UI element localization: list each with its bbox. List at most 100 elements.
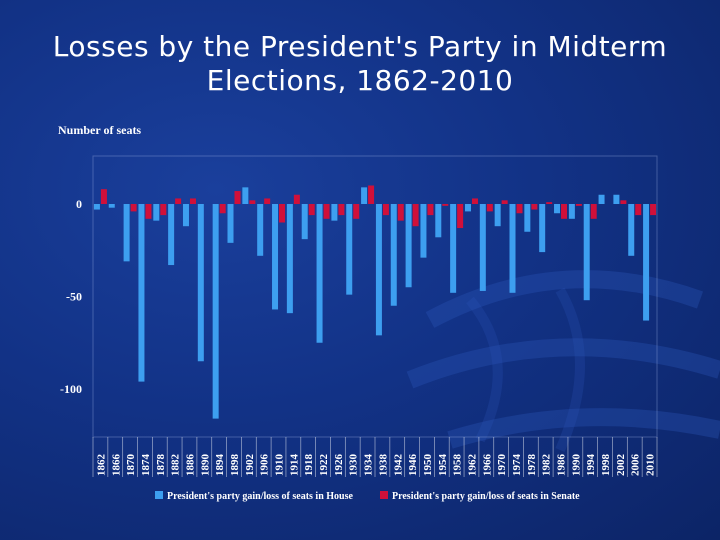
senate-bar (471, 198, 478, 204)
x-tick-label: 1962 (466, 454, 478, 477)
plot-frame (92, 155, 658, 438)
senate-bar (650, 204, 657, 216)
senate-bar (279, 204, 286, 223)
senate-bar (219, 204, 226, 214)
legend-label-senate: President's party gain/loss of seats in … (392, 491, 580, 502)
x-tick-label: 1890 (199, 454, 211, 477)
house-bar (301, 204, 308, 240)
x-tick-label: 1874 (140, 454, 152, 477)
x-tick-label: 1914 (288, 454, 300, 477)
house-bar (197, 204, 204, 362)
house-bar (286, 204, 293, 314)
senate-bar (234, 191, 241, 204)
senate-bar (338, 204, 345, 216)
x-tick-label: 1882 (170, 454, 182, 477)
senate-bar (175, 198, 182, 204)
senate-bar (249, 200, 256, 204)
x-tick-label: 1998 (600, 454, 612, 477)
x-tick-label: 1870 (125, 454, 137, 477)
house-bar (568, 204, 575, 219)
house-bar (583, 204, 590, 301)
house-bar (257, 204, 264, 256)
house-bar (153, 204, 160, 221)
house-bar (405, 204, 412, 288)
senate-bar (412, 204, 419, 227)
senate-bar (546, 202, 553, 204)
house-bar (479, 204, 486, 291)
house-bar (123, 204, 130, 262)
x-tick-label: 2002 (615, 454, 627, 477)
legend-swatch-senate (380, 491, 388, 499)
house-bar (361, 187, 368, 204)
house-bar (316, 204, 323, 343)
house-bar (168, 204, 175, 266)
x-tick-label: 1878 (155, 454, 167, 477)
senate-bar (575, 204, 582, 206)
house-bar (464, 204, 471, 212)
house-bar (346, 204, 353, 295)
senate-bar (353, 204, 360, 219)
y-tick-label: -50 (66, 290, 82, 304)
senate-bar (368, 185, 375, 204)
x-tick-label: 1910 (274, 454, 286, 477)
house-bar (509, 204, 516, 293)
x-tick-label: 1966 (481, 454, 493, 477)
slide-title: Losses by the President's Party in Midte… (0, 30, 720, 98)
senate-bar (323, 204, 330, 219)
house-bar (108, 204, 115, 208)
senate-bar (100, 189, 107, 204)
x-tick-label: 1918 (303, 454, 315, 477)
x-tick-label: 1978 (526, 454, 538, 477)
senate-bar (189, 198, 196, 204)
house-bar (613, 194, 620, 204)
house-bar (242, 187, 249, 204)
house-bar (539, 204, 546, 253)
house-bar (435, 204, 442, 238)
house-bar (450, 204, 457, 293)
x-tick-label: 1946 (407, 454, 419, 477)
senate-bar (160, 204, 167, 216)
x-tick-label: 1938 (377, 454, 389, 477)
house-bar (272, 204, 279, 310)
house-bar (212, 204, 219, 419)
x-tick-label: 1922 (318, 454, 330, 477)
x-tick-label: 1862 (95, 454, 107, 477)
x-tick-label: 1886 (184, 454, 196, 477)
house-bar (628, 204, 635, 256)
x-tick-label: 2010 (645, 454, 657, 477)
house-bar (93, 204, 100, 210)
x-tick-label: 1894 (214, 454, 226, 477)
senate-bar (635, 204, 642, 216)
x-tick-label: 1906 (259, 454, 271, 477)
house-bar (420, 204, 427, 258)
house-bar (227, 204, 234, 243)
senate-bar (516, 204, 523, 214)
senate-bar (620, 200, 627, 204)
senate-bar (531, 204, 538, 210)
x-tick-label: 1942 (392, 454, 404, 477)
x-tick-label: 1994 (585, 454, 597, 477)
x-tick-label: 1934 (363, 454, 375, 477)
x-tick-label: 1902 (244, 454, 256, 477)
senate-bar (397, 204, 404, 221)
x-tick-label: 1950 (422, 454, 434, 477)
senate-bar (486, 204, 493, 212)
x-tick-label: 1926 (333, 454, 345, 477)
senate-bar (561, 204, 568, 219)
legend-label-house: President's party gain/loss of seats in … (167, 491, 353, 502)
y-tick-label: -100 (60, 382, 82, 396)
title-line-2: Elections, 1862-2010 (206, 64, 514, 97)
x-tick-label: 2006 (630, 454, 642, 477)
senate-bar (293, 194, 300, 204)
senate-bar (308, 204, 315, 216)
house-bar (375, 204, 382, 336)
house-bar (643, 204, 650, 321)
x-tick-label: 1954 (437, 454, 449, 477)
house-bar (331, 204, 338, 221)
legend-swatch-house (155, 491, 163, 499)
y-axis-title: Number of seats (58, 123, 141, 137)
house-bar (524, 204, 531, 232)
senate-bar (145, 204, 152, 219)
house-bar (390, 204, 397, 306)
house-bar (494, 204, 501, 227)
